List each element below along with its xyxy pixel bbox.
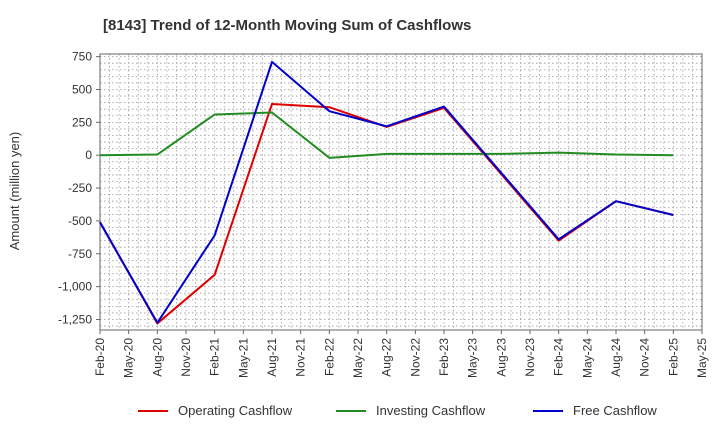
x-tick-label: Feb-24 [552, 338, 566, 376]
y-tick-label: -500 [68, 214, 92, 228]
chart-title: [8143] Trend of 12-Month Moving Sum of C… [103, 17, 471, 34]
grid-lines [100, 54, 702, 330]
x-tick-label: May-24 [580, 338, 594, 378]
y-tick-label: -1,250 [58, 312, 92, 326]
plot-area-frame [99, 53, 703, 331]
y-axis-label: Amount (million yen) [7, 132, 22, 251]
y-axis-ticks: 750 500 250 0 -250 -500 -750 -1,000 -1,250 [58, 50, 100, 326]
legend: Operating Cashflow Investing Cashflow Free… [138, 403, 657, 418]
x-tick-label: Feb-25 [666, 338, 680, 376]
x-tick-label: Nov-22 [408, 338, 422, 377]
y-tick-label: -1,000 [58, 280, 92, 294]
x-tick-label: Aug-21 [265, 338, 279, 377]
x-tick-label: Aug-23 [494, 338, 508, 377]
series-layer [99, 60, 674, 325]
x-tick-label: May-20 [122, 338, 136, 378]
x-tick-label: May-21 [236, 338, 250, 378]
x-tick-label: Aug-24 [609, 338, 623, 377]
x-axis-ticks: Feb-20 May-20 Aug-20 Nov-20 Feb-21 May-21 Aug-… [93, 330, 709, 378]
x-tick-label: Feb-20 [93, 338, 107, 376]
legend-label-free-cashflow: Free Cashflow [573, 403, 657, 418]
y-tick-label: 750 [72, 50, 92, 64]
legend-label-operating-cashflow: Operating Cashflow [178, 403, 293, 418]
series-line-free-cashflow [99, 60, 674, 324]
x-tick-label: Nov-24 [638, 338, 652, 377]
x-tick-label: May-25 [695, 338, 709, 378]
x-tick-label: May-23 [466, 338, 480, 378]
x-tick-label: Nov-21 [294, 338, 308, 377]
x-tick-label: Feb-21 [208, 338, 222, 376]
x-tick-label: Nov-23 [523, 338, 537, 377]
y-tick-label: 250 [72, 115, 92, 129]
x-tick-label: May-22 [351, 338, 365, 378]
series-line-investing-cashflow [99, 111, 674, 159]
x-tick-label: Feb-23 [437, 338, 451, 376]
x-tick-label: Feb-22 [322, 338, 336, 376]
y-tick-label: -250 [68, 181, 92, 195]
x-tick-label: Aug-22 [380, 338, 394, 377]
legend-label-investing-cashflow: Investing Cashflow [376, 403, 486, 418]
y-tick-label: 500 [72, 82, 92, 96]
y-tick-label: 0 [85, 148, 92, 162]
x-tick-label: Aug-20 [150, 338, 164, 377]
x-tick-label: Nov-20 [179, 338, 193, 377]
y-tick-label: -750 [68, 247, 92, 261]
